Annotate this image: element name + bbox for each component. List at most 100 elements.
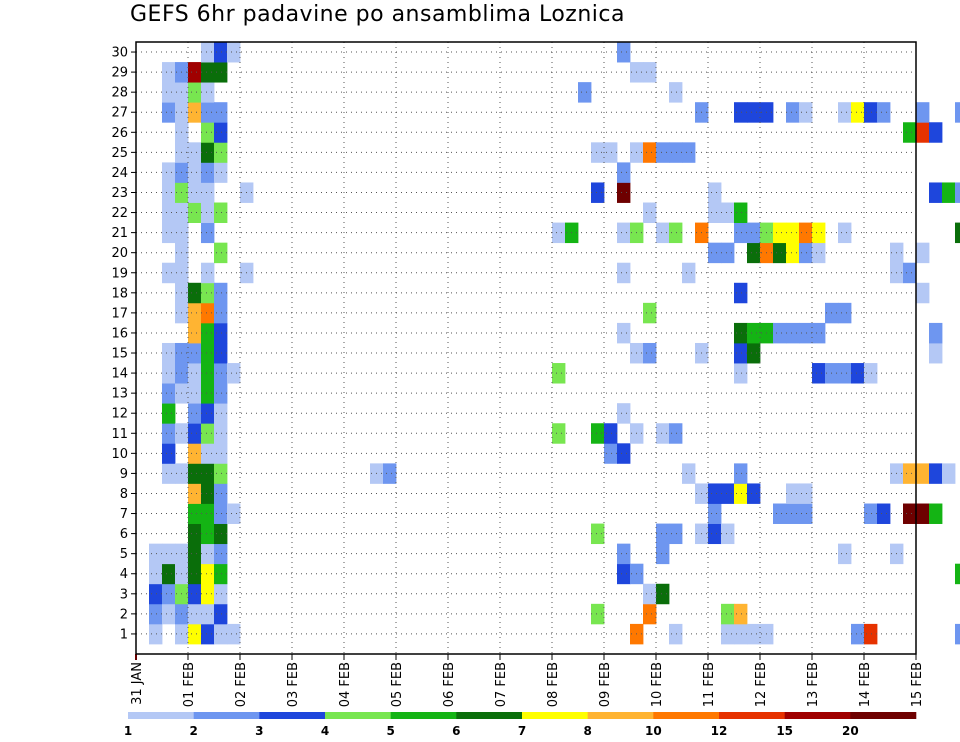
heatmap-cell bbox=[643, 342, 657, 364]
heatmap-cell bbox=[747, 322, 761, 344]
heatmap-cell bbox=[721, 242, 735, 264]
heatmap-cell bbox=[188, 142, 202, 163]
colorbar-label: 6 bbox=[452, 724, 460, 738]
colorbar-label: 4 bbox=[321, 724, 329, 738]
heatmap-cell bbox=[721, 603, 735, 625]
heatmap-cell bbox=[214, 102, 228, 123]
heatmap-cell bbox=[721, 623, 735, 645]
heatmap-cell bbox=[838, 102, 852, 123]
heatmap-cell bbox=[201, 82, 215, 103]
heatmap-cell bbox=[929, 342, 943, 364]
heatmap-cell bbox=[214, 383, 228, 404]
grid-lines bbox=[135, 42, 916, 660]
heatmap-cell bbox=[617, 443, 631, 464]
heatmap-cell bbox=[188, 623, 202, 645]
heatmap-cell bbox=[188, 102, 202, 123]
heatmap-cell bbox=[838, 363, 852, 384]
heatmap-cell bbox=[617, 543, 631, 565]
heatmap-cell bbox=[617, 322, 631, 344]
heatmap-cell bbox=[669, 623, 683, 645]
heatmap-cell bbox=[747, 242, 761, 264]
heatmap-cell bbox=[188, 302, 202, 324]
heatmap-cell bbox=[214, 603, 228, 625]
heatmap-cell bbox=[227, 503, 241, 524]
heatmap-cell bbox=[162, 543, 176, 565]
heatmap-cell bbox=[149, 543, 163, 565]
heatmap-cell bbox=[669, 222, 683, 244]
heatmap-cell bbox=[214, 563, 228, 585]
heatmap-cell bbox=[786, 322, 800, 344]
y-tick-label: 17 bbox=[111, 306, 128, 321]
heatmap-cell bbox=[656, 583, 670, 605]
y-tick-label: 27 bbox=[111, 106, 128, 121]
heatmap-cell bbox=[734, 282, 748, 304]
y-tick-label: 6 bbox=[120, 527, 128, 542]
heatmap-cell bbox=[201, 443, 215, 464]
heatmap-cell bbox=[812, 363, 826, 384]
heatmap-cell bbox=[201, 623, 215, 645]
heatmap-cell bbox=[188, 282, 202, 304]
colorbar-swatch bbox=[128, 712, 194, 719]
heatmap-cell bbox=[955, 563, 960, 585]
heatmap-cell bbox=[201, 483, 215, 504]
heatmap-cell bbox=[799, 503, 813, 524]
heatmap-cell bbox=[201, 603, 215, 625]
heatmap-cell bbox=[708, 503, 722, 524]
y-tick-label: 25 bbox=[111, 146, 128, 161]
heatmap-cell bbox=[734, 483, 748, 504]
heatmap-cell bbox=[214, 242, 228, 264]
heatmap-cell bbox=[773, 322, 787, 344]
heatmap-cell bbox=[214, 282, 228, 304]
heatmap-cell bbox=[903, 463, 917, 484]
heatmap-cell bbox=[201, 262, 215, 284]
y-tick-label: 2 bbox=[120, 607, 128, 622]
y-tick-label: 28 bbox=[111, 86, 128, 101]
heatmap-cell bbox=[214, 142, 228, 163]
heatmap-cell bbox=[864, 363, 878, 384]
heatmap-cell bbox=[227, 363, 241, 384]
heatmap-cell bbox=[656, 423, 670, 444]
heatmap-cell bbox=[877, 503, 891, 524]
chart-title: GEFS 6hr padavine po ansamblima Loznica bbox=[130, 2, 625, 27]
heatmap-cell bbox=[162, 222, 176, 244]
y-tick-label: 7 bbox=[120, 507, 128, 522]
heatmap-cell bbox=[214, 62, 228, 83]
y-tick-label: 15 bbox=[111, 347, 128, 362]
heatmap-cell bbox=[188, 443, 202, 464]
heatmap-cell bbox=[643, 302, 657, 324]
heatmap-cell bbox=[747, 222, 761, 244]
heatmap-cell bbox=[747, 102, 761, 123]
heatmap-cell bbox=[201, 122, 215, 143]
heatmap-cell bbox=[214, 583, 228, 605]
heatmap-cell bbox=[201, 363, 215, 384]
colorbar-swatch bbox=[193, 712, 260, 719]
heatmap-cell bbox=[214, 463, 228, 484]
heatmap-cell bbox=[552, 423, 566, 444]
heatmap-cell bbox=[773, 503, 787, 524]
heatmap-cell bbox=[188, 383, 202, 404]
y-tick-label: 9 bbox=[120, 467, 128, 482]
heatmap-cell bbox=[669, 142, 683, 163]
heatmap-cell bbox=[734, 222, 748, 244]
heatmap-cell bbox=[942, 463, 956, 484]
heatmap-cell bbox=[188, 523, 202, 545]
heatmap-cell bbox=[955, 623, 960, 645]
colorbar-label: 8 bbox=[583, 724, 591, 738]
heatmap-cell bbox=[773, 242, 787, 264]
heatmap-cell bbox=[955, 182, 960, 203]
heatmap-cell bbox=[201, 423, 215, 444]
heatmap-cell bbox=[786, 222, 800, 244]
heatmap-cell bbox=[201, 523, 215, 545]
heatmap-cell bbox=[617, 182, 631, 203]
heatmap-cell bbox=[604, 142, 618, 163]
heatmap-cell bbox=[188, 583, 202, 605]
heatmap-cell bbox=[591, 423, 605, 444]
heatmap-cell bbox=[851, 363, 865, 384]
heatmap-cells bbox=[149, 42, 960, 645]
heatmap-cell bbox=[188, 363, 202, 384]
heatmap-cell bbox=[617, 42, 631, 63]
heatmap-cell bbox=[188, 162, 202, 183]
y-tick-label: 8 bbox=[120, 487, 128, 502]
heatmap-cell bbox=[188, 423, 202, 444]
